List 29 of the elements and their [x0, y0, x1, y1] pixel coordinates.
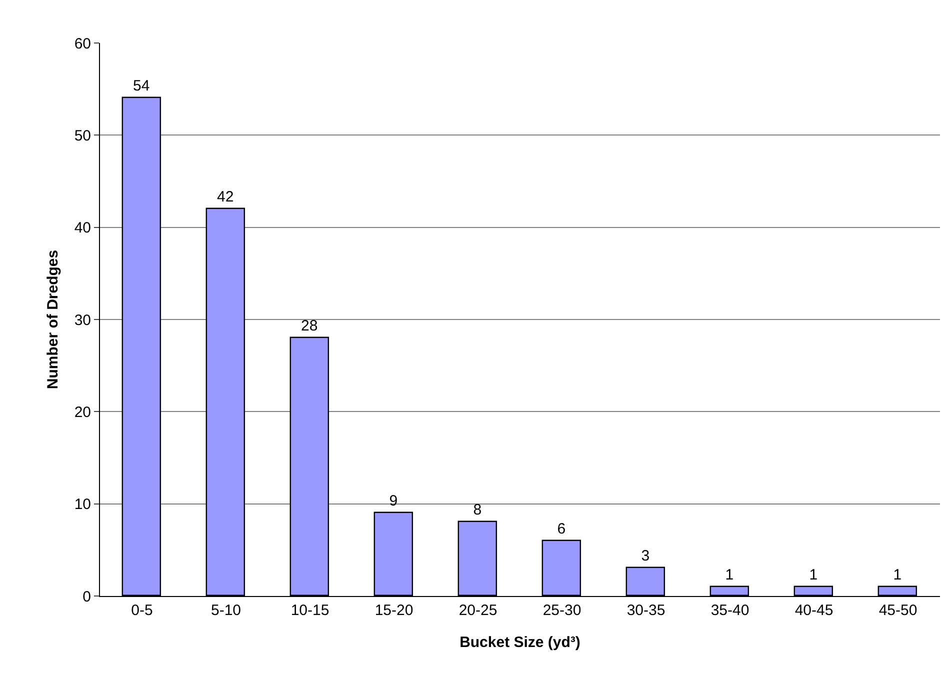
- x-tick-label: 20-25: [458, 602, 498, 619]
- x-tick-label: 10-15: [290, 602, 330, 619]
- data-label: 1: [725, 566, 734, 584]
- x-tick-label: 5-10: [210, 602, 242, 619]
- x-axis-title: Bucket Size (yd³): [460, 634, 580, 651]
- data-label: 42: [217, 188, 234, 206]
- y-tick-label: 10: [74, 496, 91, 514]
- y-tick-label: 20: [74, 404, 91, 421]
- x-tick-label: 35-40: [710, 602, 750, 619]
- data-label: 6: [557, 520, 566, 538]
- x-tick-label: 0-5: [131, 602, 153, 619]
- y-tick-label: 60: [74, 35, 91, 52]
- data-label: 9: [389, 492, 398, 510]
- data-label: 8: [473, 501, 482, 518]
- x-tick-label: 15-20: [374, 602, 414, 619]
- y-axis-title: Number of Dredges: [44, 250, 62, 390]
- y-tick-label: 50: [74, 127, 91, 144]
- y-tick-label: 30: [74, 312, 91, 329]
- data-label: 3: [641, 547, 650, 564]
- data-label: 54: [133, 77, 150, 94]
- data-label: 28: [301, 317, 318, 334]
- x-tick-label: 45-50: [878, 602, 918, 619]
- x-tick-label: 25-30: [542, 602, 582, 619]
- data-label: 1: [893, 566, 902, 584]
- y-tick-label: 40: [74, 220, 91, 237]
- x-tick-label: 30-35: [626, 602, 666, 619]
- x-tick-label: 40-45: [794, 602, 834, 619]
- y-tick-label: 0: [82, 588, 91, 606]
- data-label: 1: [809, 566, 818, 584]
